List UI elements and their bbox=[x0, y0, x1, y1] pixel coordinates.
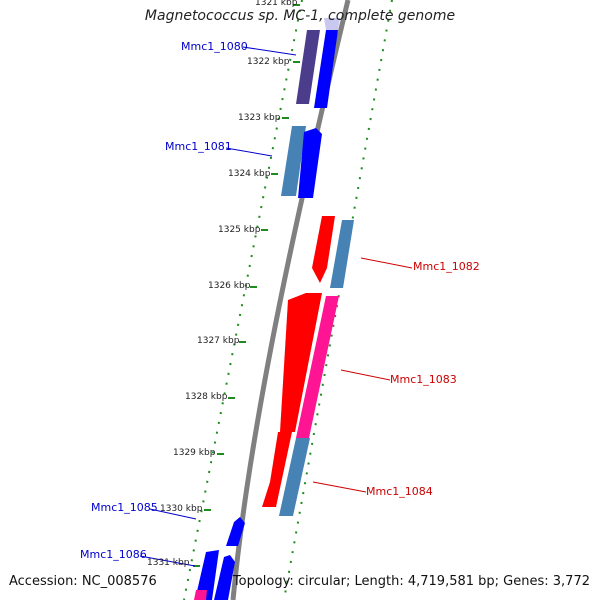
tick-label: 1321 kbp bbox=[255, 0, 298, 8]
cds-mmc1-1086-b bbox=[214, 555, 235, 600]
cds-mmc1-1083 bbox=[280, 293, 322, 432]
cds-mmc1-1084 bbox=[262, 432, 292, 507]
gene-label-mmc1-1083[interactable]: Mmc1_1083 bbox=[390, 373, 457, 386]
cds-mmc1-1080 bbox=[314, 30, 338, 108]
topology-info: Topology: circular; Length: 4,719,581 bp… bbox=[232, 574, 590, 589]
gc-track-left bbox=[183, 0, 303, 600]
map-title: Magnetococcus sp. MC-1, complete genome bbox=[144, 8, 456, 24]
accession-info: Accession: NC_008576 bbox=[9, 574, 157, 589]
cds-mmc1-1082 bbox=[312, 216, 335, 283]
tick-label: 1330 kbp bbox=[160, 504, 203, 514]
tick-marks bbox=[193, 4, 300, 567]
gc-track-right bbox=[283, 0, 393, 600]
cds-top-shadow bbox=[324, 18, 340, 30]
cds-mmc1-1084-cog bbox=[279, 438, 310, 516]
tick-label: 1329 kbp bbox=[173, 448, 216, 458]
cds-mmc1-1083-cog bbox=[296, 296, 339, 438]
tick-label: 1331 kbp bbox=[147, 558, 190, 568]
gene-label-mmc1-1086[interactable]: Mmc1_1086 bbox=[80, 548, 147, 561]
cds-bottom-pink bbox=[194, 590, 207, 600]
label-leader-lines bbox=[139, 46, 413, 567]
gene-label-mmc1-1081[interactable]: Mmc1_1081 bbox=[165, 140, 232, 153]
gene-label-mmc1-1085[interactable]: Mmc1_1085 bbox=[91, 501, 158, 514]
cds-features bbox=[194, 18, 354, 600]
cds-mmc1-1081 bbox=[298, 128, 322, 198]
cds-mmc1-1080-cog bbox=[296, 30, 320, 104]
cds-mmc1-1086 bbox=[195, 550, 219, 600]
tick-label: 1327 kbp bbox=[197, 336, 240, 346]
tick-label: 1326 kbp bbox=[208, 281, 251, 291]
tick-label: 1322 kbp bbox=[247, 57, 290, 67]
gene-label-mmc1-1080[interactable]: Mmc1_1080 bbox=[181, 40, 248, 53]
tick-label: 1325 kbp bbox=[218, 225, 261, 235]
tick-label: 1323 kbp bbox=[238, 113, 281, 123]
cds-mmc1-1081-cog bbox=[281, 126, 306, 196]
tick-label: 1324 kbp bbox=[228, 169, 271, 179]
gene-label-mmc1-1082[interactable]: Mmc1_1082 bbox=[413, 260, 480, 273]
cds-mmc1-1082-cog bbox=[330, 220, 354, 288]
tick-label: 1328 kbp bbox=[185, 392, 228, 402]
gene-label-mmc1-1084[interactable]: Mmc1_1084 bbox=[366, 485, 433, 498]
cds-mmc1-1085 bbox=[226, 517, 245, 546]
